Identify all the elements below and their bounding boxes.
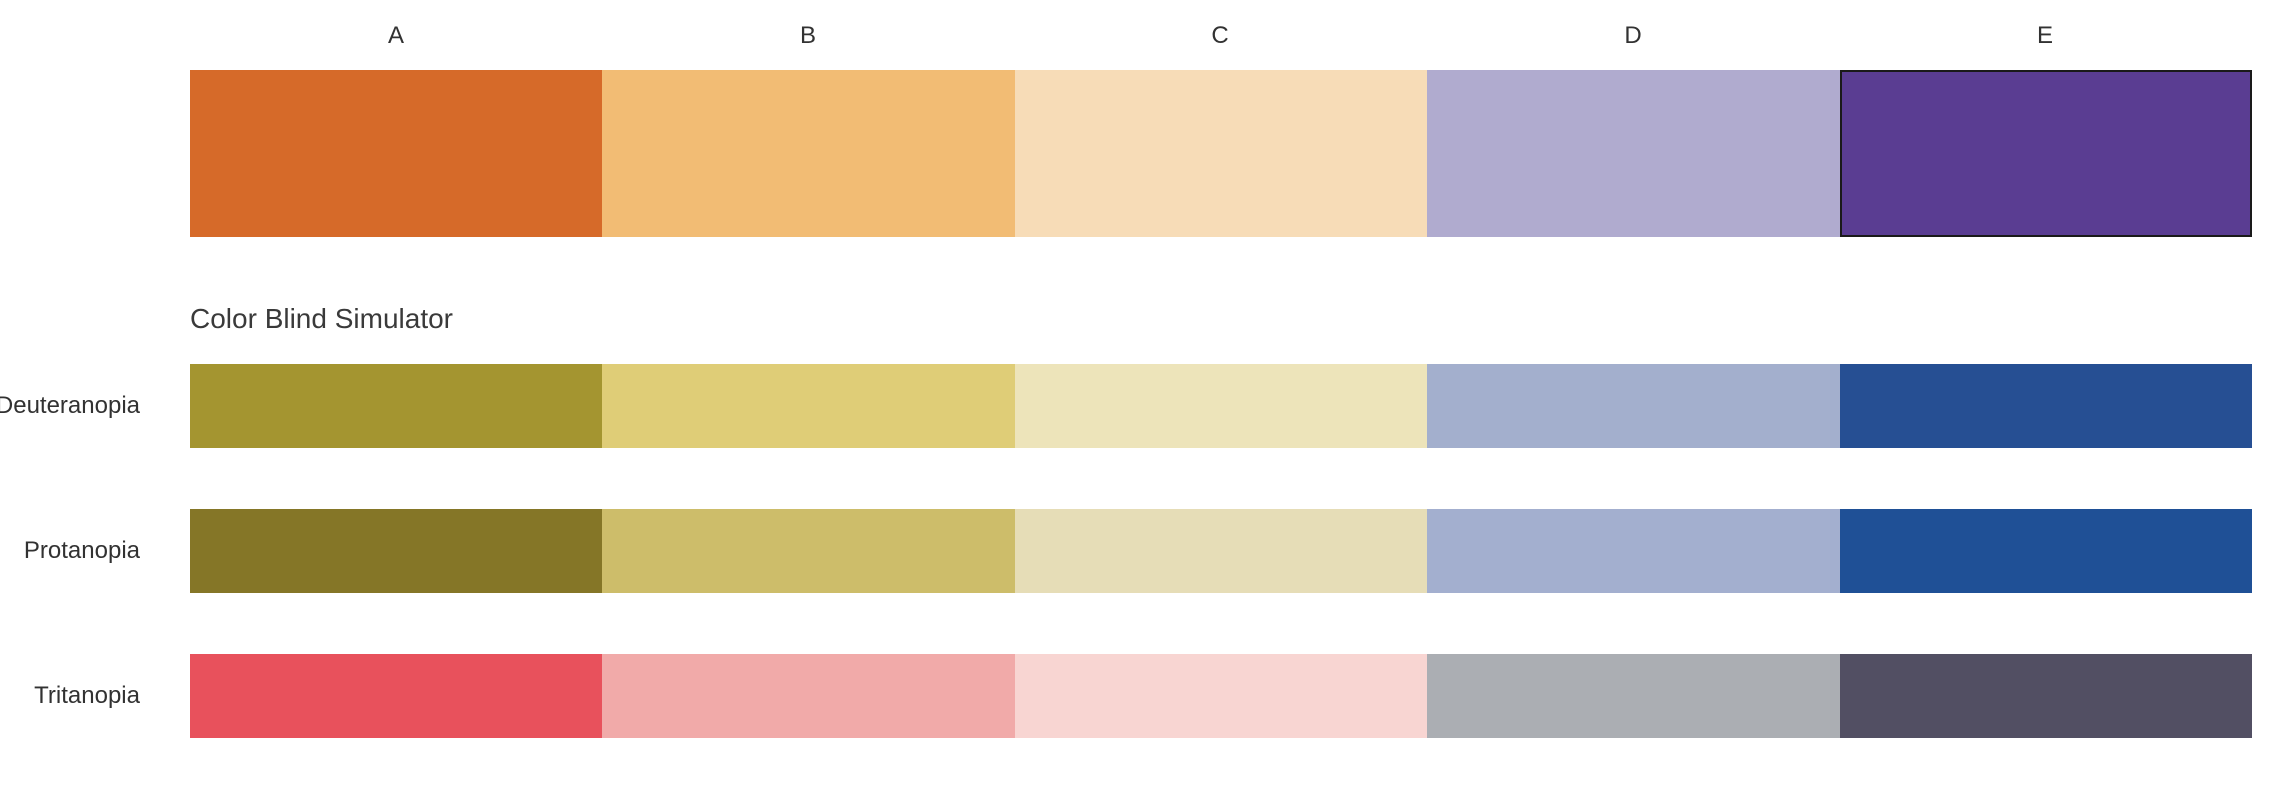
simulated-swatch-d <box>1427 364 1840 448</box>
simulated-swatch-b <box>602 364 1015 448</box>
simulated-swatch-c <box>1014 654 1428 738</box>
simulator-row-label: Deuteranopia <box>0 392 140 419</box>
palette-swatch-a[interactable] <box>190 70 603 237</box>
simulator-swatch-group <box>190 364 2252 448</box>
simulated-swatch-a <box>190 509 603 593</box>
simulator-row-deuteranopia: Deuteranopia <box>0 364 2288 448</box>
palette-swatch-c[interactable] <box>1014 70 1428 237</box>
simulator-title: Color Blind Simulator <box>190 303 453 334</box>
simulated-swatch-e <box>1839 654 2252 738</box>
simulator-row-protanopia: Protanopia <box>0 509 2288 593</box>
column-header-b: B <box>799 22 816 49</box>
simulated-swatch-e <box>1839 364 2252 448</box>
simulator-row-label: Protanopia <box>23 537 140 564</box>
column-header-e: E <box>2036 22 2053 49</box>
simulator-swatch-group <box>190 509 2252 593</box>
palette-swatch-b[interactable] <box>602 70 1015 237</box>
column-header-c: C <box>1211 22 1229 49</box>
column-header-d: D <box>1624 22 1642 49</box>
simulated-swatch-c <box>1014 364 1428 448</box>
simulated-swatch-c <box>1014 509 1428 593</box>
palette-swatch-d[interactable] <box>1427 70 1840 237</box>
simulated-swatch-d <box>1427 654 1840 738</box>
simulator-row-label: Tritanopia <box>34 682 140 709</box>
palette-swatch-row <box>190 70 2252 237</box>
simulated-swatch-b <box>602 654 1015 738</box>
simulator-swatch-group <box>190 654 2252 738</box>
simulator-row-tritanopia: Tritanopia <box>0 654 2288 738</box>
palette-swatch-e[interactable] <box>1839 70 2252 237</box>
simulated-swatch-a <box>190 364 603 448</box>
simulated-swatch-b <box>602 509 1015 593</box>
simulated-swatch-d <box>1427 509 1840 593</box>
simulated-swatch-e <box>1839 509 2252 593</box>
column-header-a: A <box>387 22 404 49</box>
simulated-swatch-a <box>190 654 603 738</box>
